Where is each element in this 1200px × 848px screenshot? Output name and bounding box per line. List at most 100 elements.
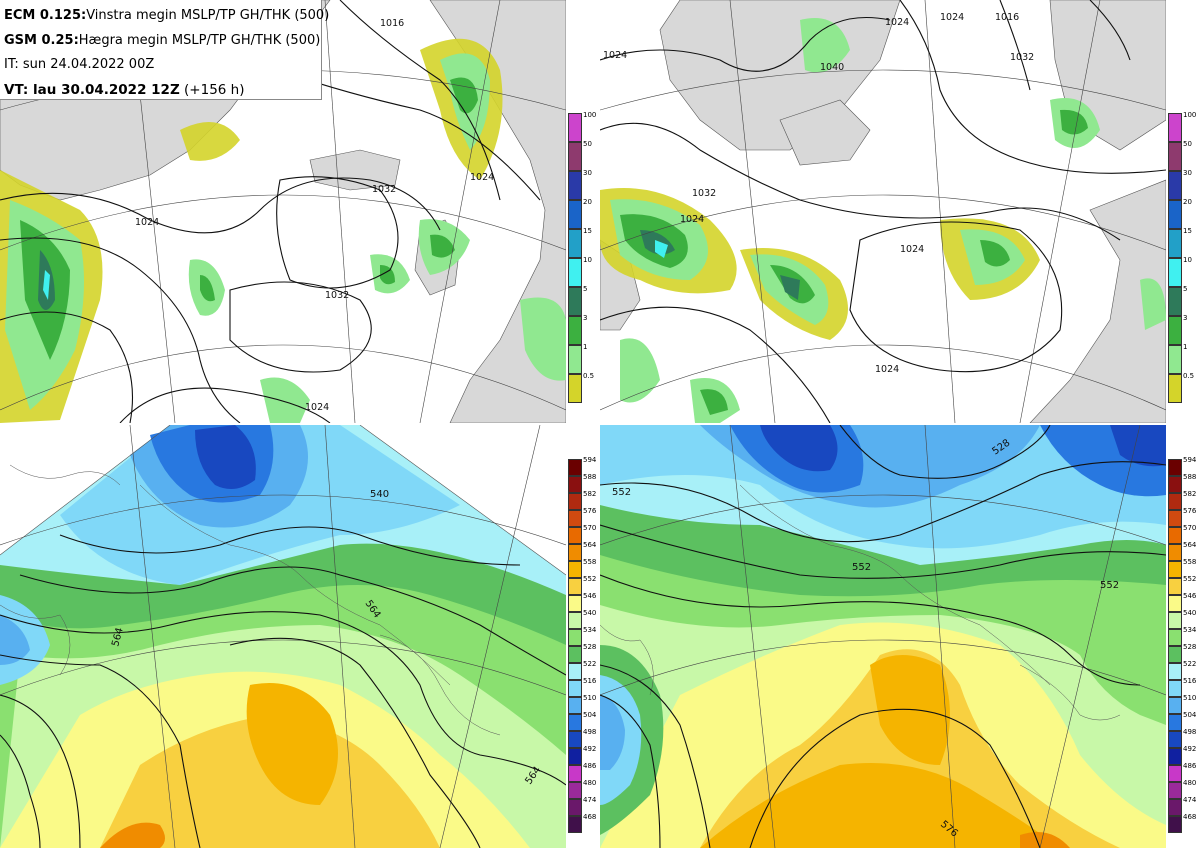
- colorbar-segment: [568, 799, 582, 816]
- colorbar-label: 492: [583, 745, 597, 753]
- colorbar-segment: [1168, 476, 1182, 493]
- colorbar-label: 486: [1183, 762, 1197, 770]
- colorbar-label: 3: [1183, 314, 1188, 322]
- gsm-info-line: GSM 0.25:Hægra megin MSLP/TP GH/THK (500…: [4, 29, 321, 54]
- colorbar-label: 540: [1183, 609, 1197, 617]
- colorbar-segment: [1168, 544, 1182, 561]
- isobar-label: 1032: [692, 188, 716, 199]
- colorbar-segment: [568, 748, 582, 765]
- colorbar-segment: [568, 816, 582, 833]
- colorbar-segment: [568, 316, 582, 345]
- initial-time: IT: sun 24.04.2022 00Z: [4, 57, 155, 72]
- colorbar-label: 20: [1183, 198, 1192, 206]
- colorbar-segment: [1168, 714, 1182, 731]
- colorbar-label: 522: [1183, 660, 1197, 668]
- colorbar-segment: [568, 527, 582, 544]
- thickness-fill: [600, 425, 1166, 848]
- colorbar-label: 492: [1183, 745, 1197, 753]
- colorbar-segment: [1168, 629, 1182, 646]
- colorbar-label: 564: [583, 541, 597, 549]
- isobar-label: 1024: [885, 17, 909, 28]
- colorbar-label: 510: [583, 694, 597, 702]
- colorbar-segment: [568, 646, 582, 663]
- colorbar-segment: [1168, 493, 1182, 510]
- colorbar-label: 480: [583, 779, 597, 787]
- iceland-land: [779, 99, 871, 166]
- isobars: [600, 0, 1166, 423]
- colorbar-label: 546: [583, 592, 597, 600]
- colorbar-label: 570: [1183, 524, 1197, 532]
- coastlines: [600, 484, 1121, 721]
- graticule: [600, 0, 1166, 423]
- colorbar-segment: [568, 345, 582, 374]
- colorbar-label: 540: [583, 609, 597, 617]
- colorbar-segment: [568, 544, 582, 561]
- colorbar-segment: [1168, 171, 1182, 200]
- gsm-thickness-map: 528 552 552 552 576: [600, 425, 1166, 848]
- colorbar-label: 594: [1183, 456, 1197, 464]
- colorbar-label: 546: [1183, 592, 1197, 600]
- colorbar-segment: [1168, 510, 1182, 527]
- colorbar-segment: [568, 459, 582, 476]
- isobar-label: 1024: [305, 402, 329, 413]
- colorbar-label: 588: [1183, 473, 1197, 481]
- colorbar-segment: [1168, 748, 1182, 765]
- colorbar-label: 10: [583, 256, 592, 264]
- height-contours: [600, 425, 1166, 848]
- colorbar-label: 582: [1183, 490, 1197, 498]
- colorbar-segment: [1168, 200, 1182, 229]
- colorbar-segment: [1168, 595, 1182, 612]
- forecast-offset: (+156 h): [179, 81, 245, 98]
- isobar-label: 1032: [325, 290, 349, 301]
- colorbar-segment: [568, 612, 582, 629]
- colorbar-segment: [568, 731, 582, 748]
- colorbar-segment: [568, 142, 582, 171]
- valid-time-line: VT: lau 30.04.2022 12Z (+156 h): [4, 78, 321, 103]
- colorbar-label: 576: [1183, 507, 1197, 515]
- colorbar-label: 498: [583, 728, 597, 736]
- isobar-label: 1024: [135, 217, 159, 228]
- colorbar-segment: [568, 697, 582, 714]
- colorbar-label: 528: [583, 643, 597, 651]
- colorbar-label: 528: [1183, 643, 1197, 651]
- colorbar-label: 3: [583, 314, 588, 322]
- colorbar-segment: [1168, 345, 1182, 374]
- colorbar-label: 582: [583, 490, 597, 498]
- colorbar-segment: [1168, 142, 1182, 171]
- isobar-labels: 1016 1032 1024 1032 1024 1024: [135, 18, 494, 413]
- colorbar-segment: [1168, 459, 1182, 476]
- colorbar-segment: [568, 229, 582, 258]
- colorbar-label: 468: [583, 813, 597, 821]
- contour-label: 552: [852, 562, 871, 573]
- colorbar-label: 558: [1183, 558, 1197, 566]
- colorbar-label: 570: [583, 524, 597, 532]
- colorbar-label: 486: [583, 762, 597, 770]
- isobar-label: 1016: [995, 12, 1019, 23]
- colorbar-segment: [1168, 612, 1182, 629]
- thickness-colorbar-right: [1168, 459, 1182, 833]
- contour-label: 552: [612, 487, 631, 498]
- colorbar-label: 50: [583, 140, 592, 148]
- isobar-label: 1024: [875, 364, 899, 375]
- colorbar-segment: [1168, 782, 1182, 799]
- isobar-label: 1024: [940, 12, 964, 23]
- colorbar-label: 15: [583, 227, 592, 235]
- colorbar-segment: [568, 287, 582, 316]
- colorbar-segment: [568, 578, 582, 595]
- colorbar-segment: [568, 782, 582, 799]
- isobar-label: 1032: [372, 184, 396, 195]
- colorbar-segment: [1168, 287, 1182, 316]
- colorbar-segment: [1168, 697, 1182, 714]
- isobars: [0, 0, 541, 423]
- colorbar-label: 474: [583, 796, 597, 804]
- colorbar-label: 468: [1183, 813, 1197, 821]
- ecm-info-line: ECM 0.125:Vinstra megin MSLP/TP GH/THK (…: [4, 4, 329, 29]
- isobar-labels: 1024 1032 1040 1024 1016 1024 1032 1024 …: [603, 12, 1034, 375]
- ecm-description: Vinstra megin MSLP/TP GH/THK (500): [86, 8, 330, 23]
- colorbar-segment: [1168, 646, 1182, 663]
- colorbar-label: 5: [583, 285, 588, 293]
- colorbar-label: 10: [1183, 256, 1192, 264]
- height-contours: [0, 526, 566, 848]
- precip-areas: [600, 18, 1166, 423]
- colorbar-label: 504: [583, 711, 597, 719]
